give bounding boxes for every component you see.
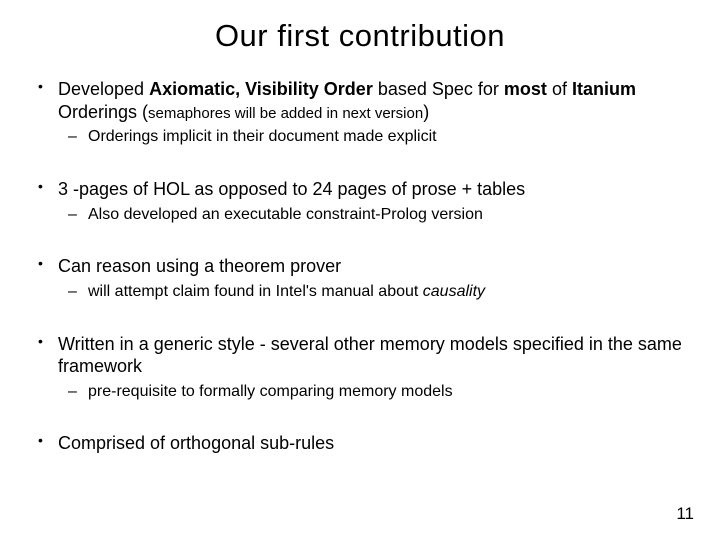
bullet-item: 3 -pages of HOL as opposed to 24 pages o… xyxy=(58,178,690,225)
page-number: 11 xyxy=(676,504,694,524)
slide-title: Our first contribution xyxy=(30,18,690,54)
sub-list: will attempt claim found in Intel's manu… xyxy=(58,282,690,303)
sub-item: will attempt claim found in Intel's manu… xyxy=(88,282,690,303)
slide: Our first contribution Developed Axiomat… xyxy=(0,0,720,540)
bullet-item: Comprised of orthogonal sub-rules xyxy=(58,432,690,455)
sub-list: Orderings implicit in their document mad… xyxy=(58,127,690,148)
bullet-item: Can reason using a theorem prover will at… xyxy=(58,255,690,302)
bullet-text: Can reason using a theorem prover xyxy=(58,256,341,276)
sub-item: Also developed an executable constraint-… xyxy=(88,205,690,226)
bullet-list: Developed Axiomatic, Visibility Order ba… xyxy=(30,78,690,455)
sub-list: pre-requisite to formally comparing memo… xyxy=(58,382,690,403)
sub-item: pre-requisite to formally comparing memo… xyxy=(88,382,690,403)
bullet-text: 3 -pages of HOL as opposed to 24 pages o… xyxy=(58,179,525,199)
bullet-text: Written in a generic style - several oth… xyxy=(58,334,682,377)
sub-item: Orderings implicit in their document mad… xyxy=(88,127,690,148)
bullet-item: Written in a generic style - several oth… xyxy=(58,333,690,403)
sub-list: Also developed an executable constraint-… xyxy=(58,205,690,226)
bullet-text: Comprised of orthogonal sub-rules xyxy=(58,433,334,453)
bullet-item: Developed Axiomatic, Visibility Order ba… xyxy=(58,78,690,148)
bullet-text: Developed Axiomatic, Visibility Order ba… xyxy=(58,79,636,122)
